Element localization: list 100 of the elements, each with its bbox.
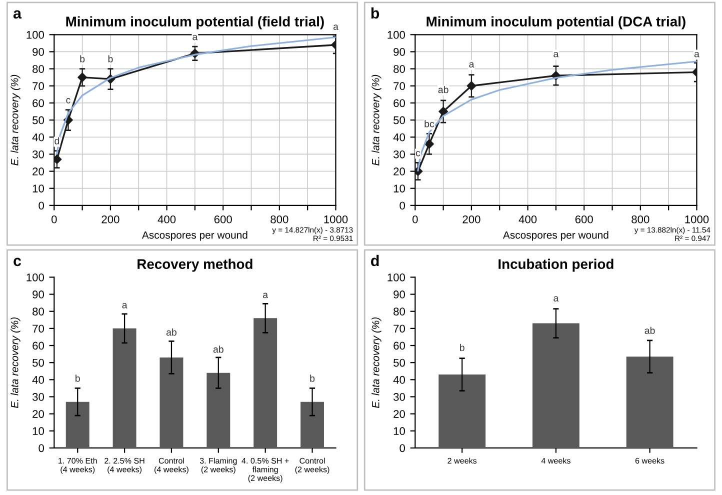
y-tick-label: 70	[394, 324, 405, 333]
annotation: a	[192, 34, 198, 40]
y-tick-label: 20	[394, 168, 405, 176]
bar	[532, 323, 580, 448]
bar	[66, 402, 90, 448]
y-tick-label: 20	[32, 410, 44, 418]
y-tick-label: 70	[32, 82, 44, 90]
x-tick-label: 400	[158, 215, 176, 224]
y-tick-label: 10	[32, 184, 44, 192]
annotation: ab	[213, 346, 224, 353]
y-axis-title: E. lata recovery (%)	[10, 317, 20, 408]
x-tick-label: 800	[270, 215, 288, 224]
x-tick-label: 600	[214, 215, 232, 224]
y-tick-label: 10	[394, 184, 405, 192]
annotation: a	[122, 303, 128, 308]
x-tick-label: 1. 70% Eth (4 weeks)	[58, 458, 97, 474]
x-tick-label: 1000	[324, 215, 348, 224]
annotation: a	[263, 292, 268, 298]
x-tick-label: 2 weeks	[448, 458, 477, 464]
y-tick-label: 10	[32, 427, 44, 436]
annotation: c	[416, 150, 420, 156]
y-tick-label: 70	[32, 324, 44, 333]
x-tick-label: 4 weeks	[541, 458, 570, 464]
chart-title: Recovery method	[138, 258, 252, 272]
bar	[206, 372, 230, 448]
y-tick-label: 10	[394, 427, 405, 436]
annotation: b	[310, 374, 315, 382]
bar	[300, 402, 324, 448]
annotation: d	[54, 137, 60, 144]
bar	[626, 356, 674, 448]
x-tick-label: 3. Flaming (2 weeks)	[200, 458, 237, 474]
annotation: ab	[438, 86, 448, 94]
y-tick-label: 30	[32, 393, 44, 401]
y-tick-label: 40	[32, 376, 44, 384]
annotation: a	[469, 62, 474, 68]
y-tick-label: 60	[32, 342, 44, 350]
annotation: a	[333, 24, 338, 30]
x-tick-label: 400	[518, 215, 537, 224]
y-tick-label: 100	[388, 273, 405, 282]
annotation: a	[554, 52, 559, 58]
y-tick-label: 80	[394, 65, 405, 73]
y-tick-label: 40	[32, 133, 44, 142]
y-tick-label: 60	[394, 99, 405, 108]
annotation: b	[108, 55, 113, 62]
text: b	[371, 7, 380, 19]
chart-title: Incubation period	[498, 258, 614, 272]
point	[54, 154, 62, 164]
annotation: b	[80, 55, 85, 62]
annotation: a	[554, 296, 559, 302]
annotation: ab	[166, 328, 176, 336]
y-tick-label: 80	[394, 308, 405, 316]
x-axis-title: Ascospores per wound	[142, 231, 248, 241]
y-tick-label: 60	[394, 342, 405, 350]
x-tick-label: 200	[462, 215, 480, 224]
y-tick-label: 0	[38, 444, 44, 452]
y-tick-label: 0	[400, 202, 405, 210]
bar	[112, 328, 136, 448]
bar	[160, 357, 184, 448]
y-tick-label: 50	[394, 358, 405, 367]
y-tick-label: 90	[394, 48, 405, 56]
y-tick-label: 30	[393, 150, 405, 158]
y-tick-label: 50	[32, 116, 44, 124]
x-tick-label: 1000	[685, 215, 709, 224]
text: c	[14, 258, 22, 266]
x-tick-label: 0	[412, 215, 418, 224]
annotation: a	[694, 52, 700, 58]
y-tick-label: 20	[32, 168, 44, 176]
annotation: bc	[424, 120, 434, 128]
annotation: b	[76, 374, 80, 382]
y-tick-label: 80	[32, 308, 44, 316]
x-tick-label: 800	[632, 215, 650, 224]
y-tick-label: 0	[38, 202, 44, 210]
x-tick-label: 4. 0.5% SH + flaming (2 weeks)	[242, 458, 289, 483]
text: d	[371, 254, 379, 266]
y-axis-title: E. lata recovery (%)	[372, 317, 382, 408]
y-tick-label: 80	[32, 65, 44, 73]
y-tick-label: 30	[393, 393, 405, 401]
y-tick-label: 40	[393, 376, 405, 384]
annotation: c	[66, 98, 70, 104]
bar	[438, 374, 486, 448]
text: a	[13, 10, 22, 19]
x-tick-label: 200	[102, 215, 120, 224]
x-tick-label: 2. 2.5% SH (4 weeks)	[104, 458, 144, 474]
annotation: ab	[644, 326, 655, 334]
y-tick-label: 30	[32, 150, 44, 158]
y-tick-label: 40	[393, 133, 405, 142]
x-tick-label: 6 weeks	[635, 458, 664, 464]
y-tick-label: 70	[394, 82, 405, 90]
y-axis-title: E. lata recovery (%)	[10, 74, 20, 166]
y-tick-label: 90	[32, 290, 44, 298]
y-tick-label: 100	[388, 30, 405, 39]
y-tick-label: 90	[394, 290, 405, 298]
y-tick-label: 20	[394, 410, 405, 418]
y-tick-label: 0	[400, 444, 405, 452]
x-tick-label: Control (4 weeks)	[154, 458, 188, 474]
x-tick-label: Control (2 weeks)	[295, 458, 330, 474]
y-tick-label: 90	[32, 48, 44, 56]
y-tick-label: 60	[32, 99, 44, 108]
chart-title: Minimum inoculum potential (DCA trial)	[426, 16, 686, 30]
bar	[254, 318, 278, 448]
